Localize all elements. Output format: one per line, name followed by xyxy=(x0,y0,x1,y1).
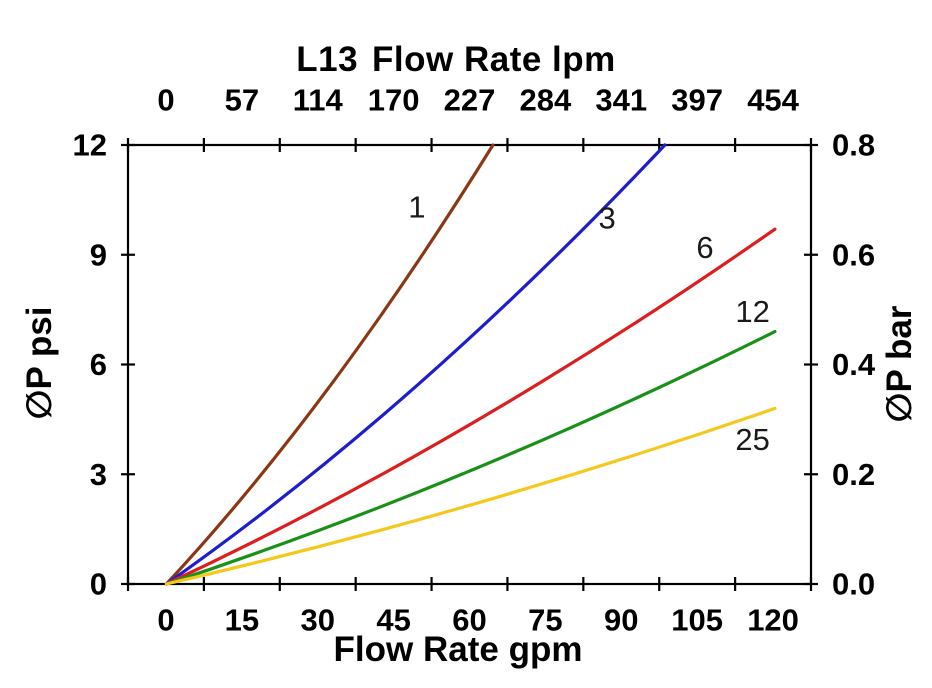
series-line-3 xyxy=(164,143,667,586)
series-line-6 xyxy=(164,227,777,586)
top-axis-tick-label: 284 xyxy=(520,83,572,118)
series-label-25: 25 xyxy=(735,422,769,457)
series-label-1: 1 xyxy=(408,190,425,225)
top-axis-title: Flow Rate lpm xyxy=(372,40,616,79)
right-axis-tick-label: 0.6 xyxy=(832,237,875,272)
top-axis-tick-label: 397 xyxy=(671,83,723,118)
left-axis-tick-label: 9 xyxy=(90,237,107,272)
series-label-6: 6 xyxy=(696,230,713,265)
top-axis-tick-label: 227 xyxy=(444,83,496,118)
model-name: L13 xyxy=(296,40,359,79)
bottom-axis-tick-label: 30 xyxy=(300,603,334,638)
right-axis-title: ∅P bar xyxy=(880,305,919,423)
right-axis-tick-label: 0.8 xyxy=(832,128,875,163)
bottom-axis-tick-label: 105 xyxy=(671,603,723,638)
left-axis-tick-label: 12 xyxy=(73,128,107,163)
top-axis-tick-label: 454 xyxy=(747,83,799,118)
bottom-axis-tick-label: 120 xyxy=(747,603,799,638)
left-axis-tick-label: 3 xyxy=(90,457,107,492)
top-axis-tick-label: 0 xyxy=(157,83,174,118)
right-axis-tick-label: 0.4 xyxy=(832,347,876,382)
chart-title: L13 Flow Rate lpm xyxy=(296,40,616,80)
bottom-axis-tick-label: 90 xyxy=(604,603,638,638)
series-label-12: 12 xyxy=(735,294,769,329)
series-line-1 xyxy=(164,143,495,586)
bottom-axis-tick-label: 45 xyxy=(376,603,410,638)
bottom-axis-tick-label: 0 xyxy=(157,603,174,638)
series-label-3: 3 xyxy=(598,201,615,236)
left-axis-title: ∅P psi xyxy=(20,306,59,420)
series-line-12 xyxy=(164,329,777,586)
top-axis-tick-label: 114 xyxy=(293,83,344,118)
top-axis-tick-label: 57 xyxy=(225,83,259,118)
series-line-25 xyxy=(164,406,777,586)
bottom-axis-tick-label: 75 xyxy=(528,603,562,638)
left-axis-tick-label: 0 xyxy=(90,567,107,602)
bottom-axis-title: Flow Rate gpm xyxy=(333,630,583,669)
right-axis-tick-label: 0.2 xyxy=(832,457,875,492)
top-axis-tick-label: 170 xyxy=(368,83,420,118)
left-axis-tick-label: 6 xyxy=(90,347,107,382)
top-axis-tick-label: 341 xyxy=(595,83,647,118)
right-axis-tick-label: 0.0 xyxy=(832,567,875,602)
bottom-axis-tick-label: 15 xyxy=(225,603,259,638)
bottom-axis-tick-label: 60 xyxy=(452,603,486,638)
